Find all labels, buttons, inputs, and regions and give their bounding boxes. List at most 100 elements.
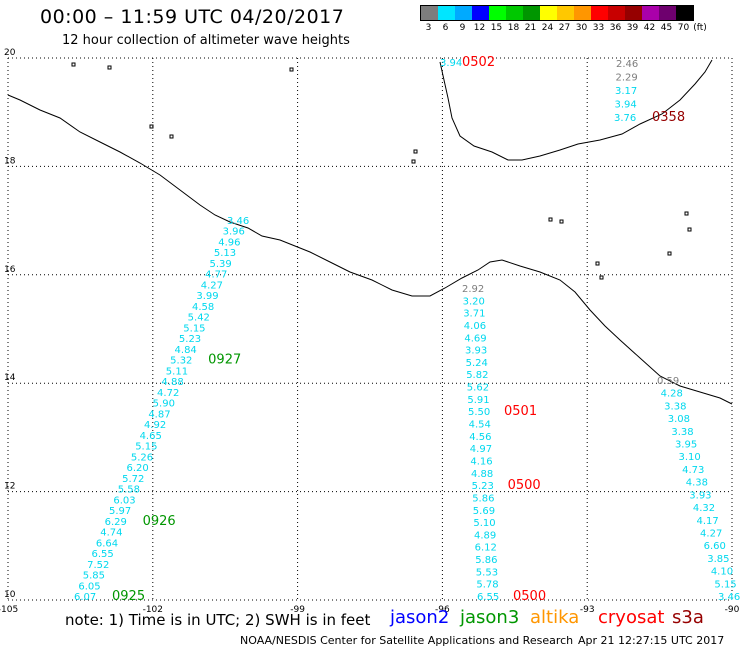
wave-height-value: 4.17 <box>696 516 718 527</box>
legend-labels: 3 6 9 12 15 18 21 24 27 30 33 36 39 42 45 70 (ft) <box>420 21 707 35</box>
coastline-gulf <box>439 59 713 161</box>
satellite-label-s3a: s3a <box>672 607 704 628</box>
legend-label: 3 <box>425 23 432 33</box>
legend-label: 42 <box>643 23 656 33</box>
wave-height-value: 4.77 <box>205 270 227 281</box>
wave-height-value: 4.32 <box>693 503 715 514</box>
island <box>411 159 416 164</box>
wave-height-value: 3.95 <box>675 440 697 451</box>
satellite-label-cryosat: cryosat <box>598 607 665 628</box>
wave-height-value: 5.82 <box>466 370 488 381</box>
legend-swatch <box>506 6 523 20</box>
legend-swatch <box>421 6 438 20</box>
pass-time-label: 0927 <box>208 353 241 368</box>
top-cryosat: 3.94 0502 <box>440 55 495 70</box>
island <box>667 251 672 256</box>
wave-height-value: 4.16 <box>470 456 492 467</box>
wave-height-value: 4.84 <box>175 345 197 356</box>
island <box>559 219 564 224</box>
island <box>107 65 112 70</box>
legend-swatch <box>642 6 659 20</box>
wave-height-value: 6.64 <box>96 538 118 549</box>
wave-height-value: 4.28 <box>661 389 683 400</box>
coastline <box>7 59 733 405</box>
wave-height-value: 3.17 <box>615 86 637 97</box>
wave-height-value: 4.72 <box>157 388 179 399</box>
top-s3a: 2.46 2.29 3.17 3.94 3.76 0358 <box>614 59 685 125</box>
pass-time-label: 0926 <box>143 514 176 529</box>
legend-swatch <box>659 6 676 20</box>
legend-swatch <box>472 6 489 20</box>
wave-height-value: 5.62 <box>467 383 489 394</box>
legend-label: 18 <box>507 23 520 33</box>
wave-height-value: 2.46 <box>616 59 638 70</box>
wave-height-value: 6.29 <box>105 517 127 528</box>
pass-time-label: 0500 <box>508 478 541 493</box>
lat-tick-label: 16 <box>4 265 16 275</box>
wave-height-value: 4.69 <box>464 333 486 344</box>
island <box>169 134 174 139</box>
legend-color-bar <box>420 5 694 21</box>
wave-height-value: 4.10 <box>711 567 733 578</box>
wave-height-value: 4.87 <box>148 409 170 420</box>
lat-tick-label: 18 <box>4 156 16 166</box>
wave-height-value: 5.58 <box>118 485 140 496</box>
island <box>595 261 600 266</box>
wave-height-value: 5.39 <box>210 259 232 270</box>
wave-height-value: 6.03 <box>113 495 135 506</box>
wave-height-value: 3.46 <box>718 592 740 603</box>
lon-tick-label: -90 <box>725 605 740 615</box>
wave-height-value: 5.91 <box>467 395 489 406</box>
wave-height-value: 4.27 <box>201 280 223 291</box>
footer-note: note: 1) Time is in UTC; 2) SWH is in fe… <box>65 611 371 629</box>
wave-height-value: 3.20 <box>463 296 485 307</box>
satellite-label-altika: altika <box>530 607 580 628</box>
wave-height-value: 5.85 <box>83 571 105 582</box>
wave-height-value: 4.56 <box>469 432 491 443</box>
wave-height-value: 3.85 <box>707 554 729 565</box>
wave-height-value: 4.06 <box>464 321 486 332</box>
island <box>687 227 692 232</box>
wave-height-value: 5.10 <box>473 518 495 529</box>
wave-height-value: 5.32 <box>170 356 192 367</box>
wave-height-value: 6.55 <box>91 549 113 560</box>
wave-height-value: 3.94 <box>440 58 462 69</box>
legend-swatch <box>625 6 642 20</box>
wave-height-value: 5.42 <box>188 313 210 324</box>
legend-unit: (ft) <box>693 23 707 33</box>
wave-height-value: 5.90 <box>153 399 175 410</box>
wave-height-value: 3.38 <box>671 427 693 438</box>
legend-swatch <box>523 6 540 20</box>
wave-height-value: 5.86 <box>475 555 497 566</box>
wave-height-value: 4.88 <box>161 377 183 388</box>
legend-label: 6 <box>442 23 449 33</box>
pass-time-label: 0501 <box>504 404 537 419</box>
pass-time-label: 0925 <box>112 589 145 604</box>
wave-height-value: 5.97 <box>109 506 131 517</box>
legend-label: 30 <box>575 23 588 33</box>
satellite-label-jason3: jason3 <box>460 607 520 628</box>
map-grid <box>7 57 733 601</box>
wave-height-legend: 3 6 9 12 15 18 21 24 27 30 33 36 39 42 45 70 (ft) <box>420 5 707 35</box>
wave-height-value: 4.58 <box>192 302 214 313</box>
wave-height-value: 5.11 <box>166 366 188 377</box>
lat-tick-label: 20 <box>4 48 16 58</box>
legend-label: 27 <box>558 23 571 33</box>
wave-height-value: 3.93 <box>689 490 711 501</box>
legend-swatch <box>574 6 591 20</box>
wave-height-value: 5.78 <box>476 580 498 591</box>
wave-height-value: 5.13 <box>214 248 236 259</box>
wave-height-value: 5.23 <box>179 334 201 345</box>
map-title: 00:00 – 11:59 UTC 04/20/2017 <box>40 6 345 28</box>
island <box>599 275 604 280</box>
wave-height-value: 4.73 <box>682 465 704 476</box>
axis-labels: -105 -102 -99 -96 -93 -90 20 18 16 14 12 10 <box>0 48 740 615</box>
wave-height-value: 6.55 <box>477 592 499 603</box>
wave-height-value: 3.71 <box>463 309 485 320</box>
legend-swatch <box>676 6 693 20</box>
lon-tick-label: -105 <box>0 605 18 615</box>
wave-height-value: 6.20 <box>126 463 148 474</box>
satellite-label-jason2: jason2 <box>390 607 450 628</box>
wave-height-value: 3.96 <box>223 227 245 238</box>
